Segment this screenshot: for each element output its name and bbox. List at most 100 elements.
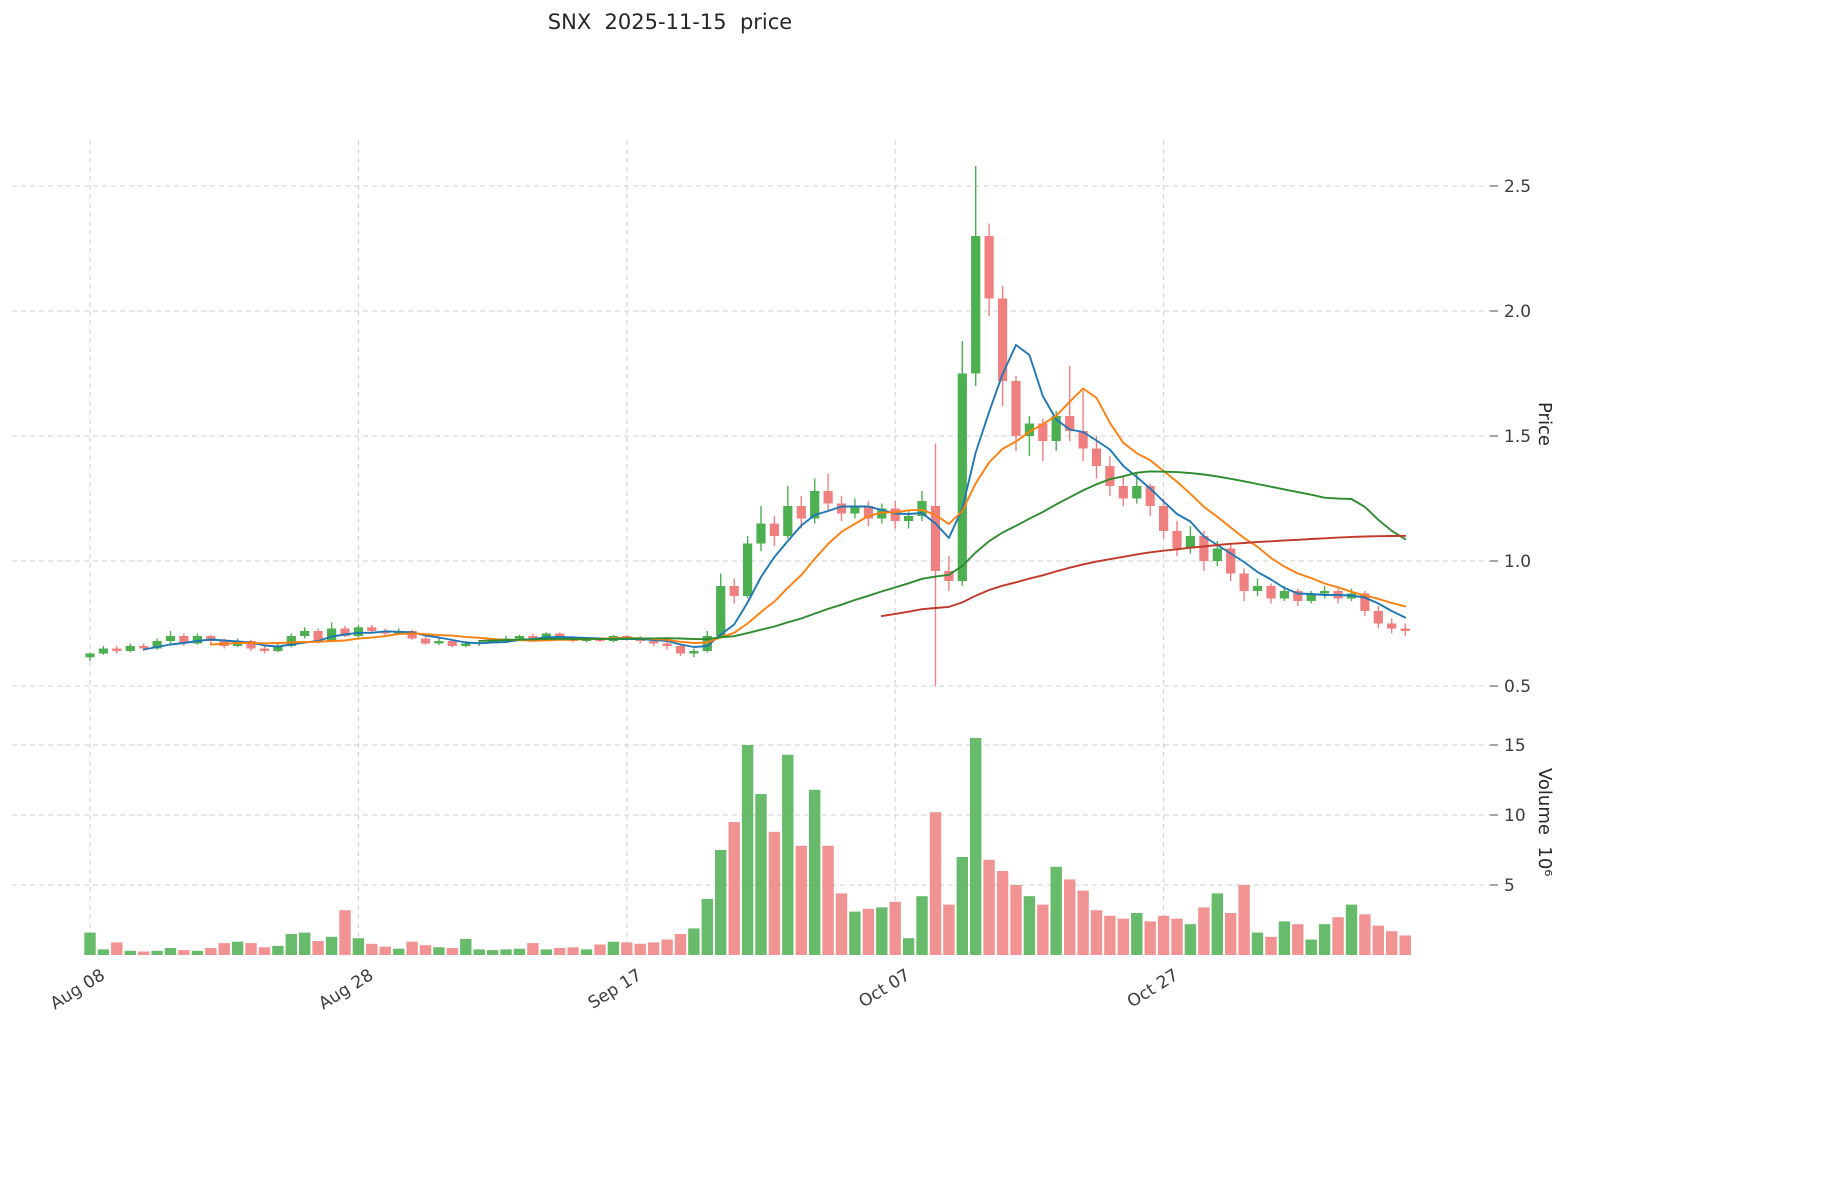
volume-bar: [1278, 921, 1291, 955]
candle-body: [286, 636, 296, 646]
candle-body: [769, 523, 779, 536]
candle-body: [1145, 486, 1155, 506]
ma-30-line: [478, 470, 1407, 642]
candle-body: [1266, 586, 1276, 599]
candle-body: [1400, 628, 1410, 631]
volume-bar: [1010, 885, 1022, 955]
volume-bar: [540, 949, 552, 955]
volume-bar: [97, 949, 110, 955]
candle-body: [1105, 466, 1115, 486]
volume-bar: [956, 857, 968, 955]
candle-body: [1226, 548, 1236, 574]
volume-bar: [970, 738, 982, 955]
candle-body: [1279, 591, 1289, 599]
volume-bar: [607, 941, 620, 955]
volume-bar: [151, 950, 163, 955]
volume-bar: [661, 939, 673, 955]
candle-body: [1065, 416, 1075, 431]
volume-bar: [1211, 893, 1223, 955]
volume-bar: [1399, 935, 1411, 955]
volume-bar: [1251, 932, 1264, 955]
candle-body: [1078, 431, 1088, 449]
candle-body: [877, 508, 887, 519]
volume-bar: [862, 908, 875, 955]
candle-body: [675, 646, 686, 654]
candle-body: [743, 543, 753, 596]
volume-bar: [1104, 915, 1116, 955]
volume-bar: [1198, 907, 1210, 955]
candle-body: [125, 646, 135, 651]
candle-body: [447, 641, 457, 646]
volume-bar: [111, 942, 123, 955]
candle-body: [890, 508, 900, 521]
candle-body: [729, 586, 739, 596]
volume-bar: [1345, 904, 1358, 955]
candle-body: [353, 627, 363, 637]
volume-axis-label: Volume 10⁶: [1534, 768, 1555, 877]
volume-bar: [768, 831, 781, 955]
volume-bar: [205, 948, 217, 955]
volume-bar: [1050, 866, 1062, 955]
candle-body: [165, 636, 176, 641]
candle-body: [998, 298, 1008, 381]
candle-body: [139, 646, 149, 649]
volume-bar: [1184, 924, 1197, 955]
volume-bar: [1265, 936, 1277, 955]
volume-bar: [1064, 879, 1076, 955]
volume-bar: [1117, 918, 1129, 955]
candle-body: [340, 628, 350, 636]
volume-bar: [782, 754, 794, 955]
volume-bar: [218, 943, 230, 955]
x-tick-label: Oct 07: [855, 965, 913, 1012]
volume-bar: [124, 950, 136, 955]
price-tick-label: 0.5: [1504, 677, 1531, 697]
candle-body: [796, 506, 806, 519]
volume-bar: [366, 943, 378, 955]
price-tick-label: 1.0: [1504, 552, 1531, 572]
candle-body: [461, 643, 471, 646]
candle-body: [810, 491, 820, 519]
volume-bar: [594, 944, 606, 955]
volume-bar: [352, 938, 365, 955]
volume-bar: [621, 942, 633, 955]
volume-bar: [849, 911, 861, 955]
ma-5-line: [142, 344, 1407, 651]
volume-bar: [580, 949, 593, 955]
candle-body: [1373, 611, 1383, 624]
volume-bar: [339, 910, 351, 955]
volume-bar: [1225, 913, 1237, 955]
candle-body: [259, 648, 270, 651]
candle-body: [930, 506, 941, 571]
price-axis-label: Price: [1534, 402, 1555, 446]
x-tick-label: Oct 27: [1124, 965, 1182, 1012]
volume-bar: [1023, 896, 1036, 955]
candle-body: [1091, 448, 1102, 466]
candle-body: [904, 516, 914, 521]
price-tick-label: 2.5: [1504, 177, 1531, 197]
volume-bar: [138, 951, 150, 955]
candle-body: [1239, 573, 1249, 591]
candle-body: [1118, 486, 1128, 499]
volume-bar: [809, 789, 821, 955]
volume-bar: [1372, 925, 1384, 955]
volume-bar: [500, 949, 512, 955]
volume-bar: [996, 871, 1009, 955]
ma-60-line: [880, 534, 1407, 618]
volume-bar: [433, 947, 445, 955]
candle-body: [1293, 591, 1303, 601]
volume-bar: [393, 948, 405, 955]
volume-bar: [983, 859, 995, 955]
candle-body: [662, 643, 672, 646]
volume-bar: [1171, 918, 1183, 955]
candle-body: [823, 491, 833, 504]
volume-bar: [1131, 913, 1143, 955]
volume-bar: [634, 943, 646, 955]
candle-body: [206, 636, 216, 641]
volume-bar: [1157, 915, 1170, 955]
candle-body: [702, 636, 712, 651]
candle-body: [1038, 423, 1048, 441]
volume-bar: [1292, 924, 1304, 955]
volume-bar: [795, 845, 807, 955]
volume-bar: [245, 943, 257, 955]
candle-body: [1252, 586, 1263, 591]
